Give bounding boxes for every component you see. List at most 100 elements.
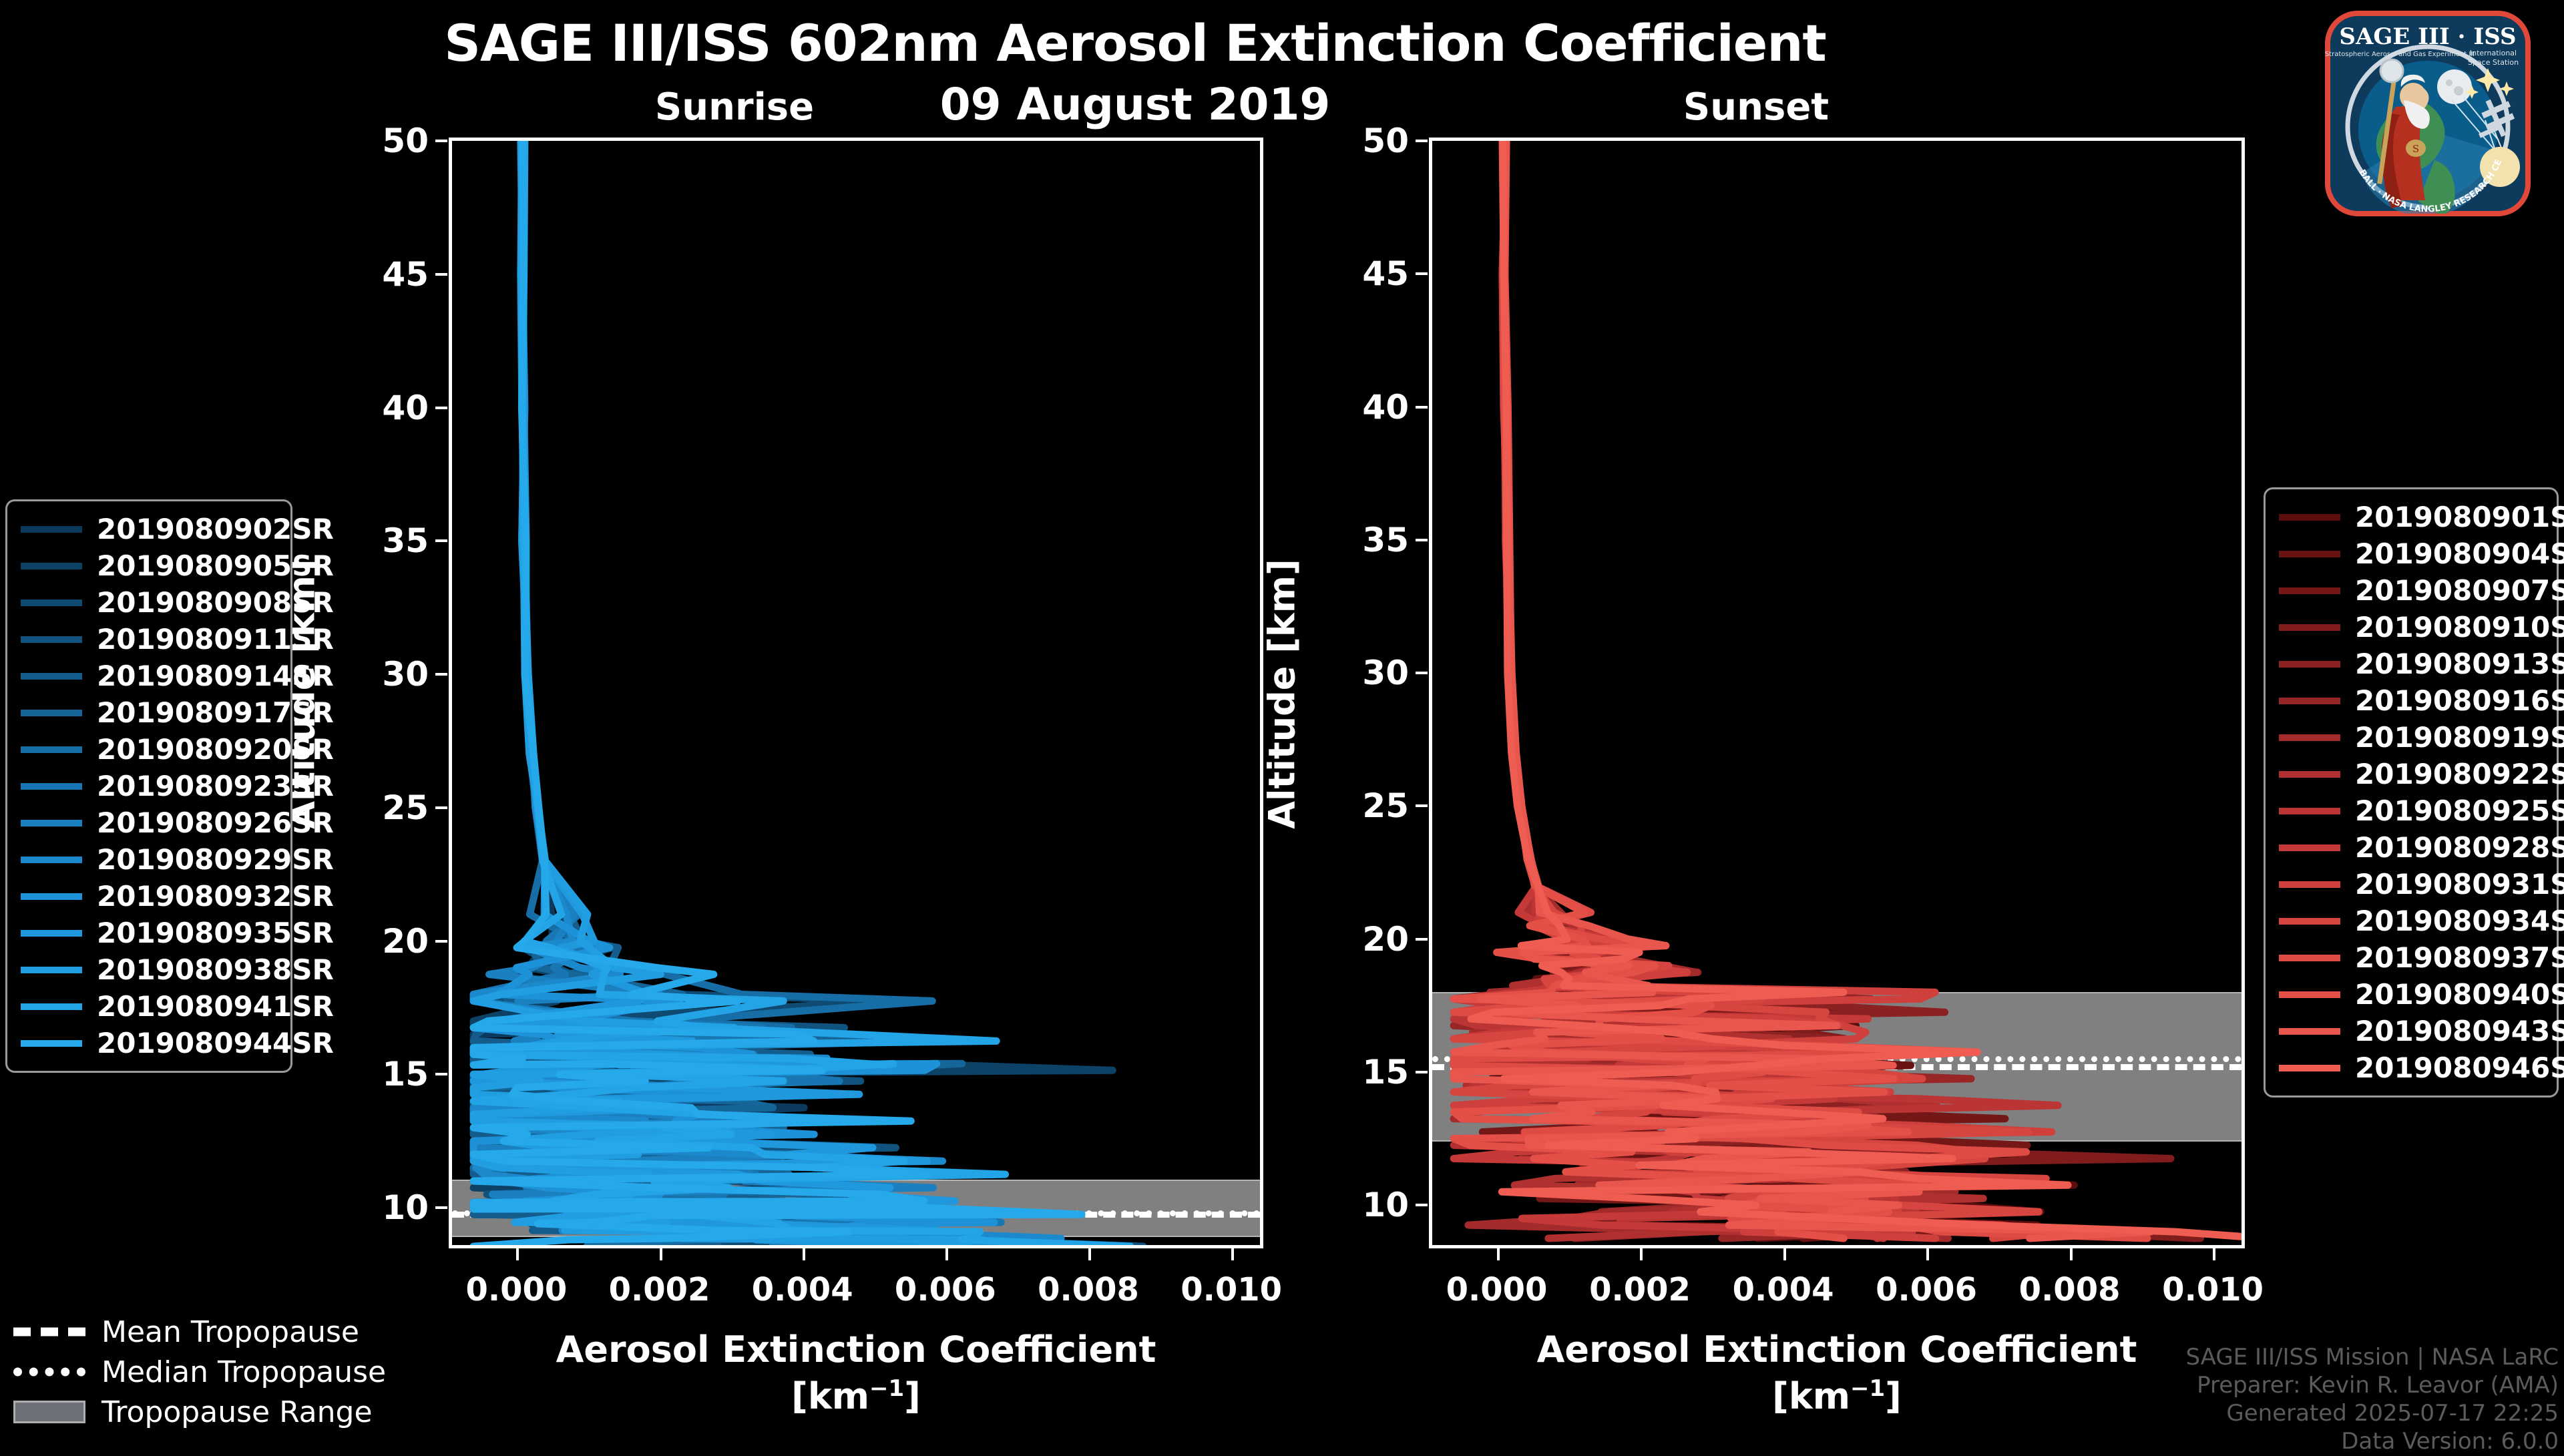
ytick-mark-left-30 — [435, 673, 447, 676]
legend-sunrise-item[interactable]: 2019080935SR — [21, 915, 334, 951]
ytick-label-right-40: 40 — [1362, 387, 1409, 427]
legend-sunrise-item[interactable]: 2019080908SR — [21, 584, 334, 621]
legend-sunset-item[interactable]: 2019080910SS — [2279, 609, 2564, 646]
legend-sunrise-item[interactable]: 2019080911SR — [21, 621, 334, 658]
ytick-label-left-20: 20 — [382, 921, 429, 961]
legend-sunset-label: 2019080922SS — [2355, 758, 2564, 790]
sunrise-plot-area[interactable] — [449, 138, 1263, 1248]
logo-subtitle-left: Stratospheric Aerosol and Gas Experiment… — [2325, 51, 2475, 58]
legend-sunset-swatch — [2279, 624, 2340, 631]
profile-curve — [469, 141, 1086, 1245]
legend-sunset-item[interactable]: 2019080907SS — [2279, 572, 2564, 609]
xtick-mark-right-2 — [1783, 1248, 1786, 1260]
legend-sunset-label: 2019080919SS — [2355, 721, 2564, 754]
legend-sunrise-label: 2019080908SR — [97, 586, 334, 619]
sage-iii-iss-logo-icon: S SAGE III · ISS Stratospheric Aerosol a… — [2318, 0, 2535, 220]
legend-sunrise-label: 2019080926SR — [97, 806, 334, 839]
dotted-line-icon — [13, 1363, 85, 1381]
legend-sunrise-item[interactable]: 2019080944SR — [21, 1025, 334, 1061]
legend-sunrise-item[interactable]: 2019080902SR — [21, 511, 334, 547]
legend-sunset-label: 2019080904SS — [2355, 537, 2564, 570]
ytick-label-right-35: 35 — [1362, 520, 1409, 559]
ytick-label-right-25: 25 — [1362, 786, 1409, 826]
ytick-mark-right-15 — [1416, 1070, 1428, 1073]
legend-sunrise-label: 2019080938SR — [97, 953, 334, 986]
xaxis-title-left: Aerosol Extinction Coefficient — [556, 1328, 1156, 1371]
legend-sunrise-label: 2019080911SR — [97, 623, 334, 656]
legend-sunrise-item[interactable]: 2019080923SR — [21, 768, 334, 804]
ytick-label-right-45: 45 — [1362, 254, 1409, 294]
legend-sunset-item[interactable]: 2019080916SS — [2279, 682, 2564, 719]
ytick-mark-left-35 — [435, 539, 447, 543]
xaxis-title-right: Aerosol Extinction Coefficient — [1536, 1328, 2137, 1371]
sunset-profile-curves — [1450, 141, 2241, 1242]
legend-sunset-item[interactable]: 2019080940SS — [2279, 976, 2564, 1013]
legend-sunrise-swatch — [21, 636, 82, 643]
profile-curve — [1467, 141, 2241, 1240]
legend-sunrise-swatch — [21, 782, 82, 790]
legend-sunrise-label: 2019080923SR — [97, 770, 334, 802]
legend-sunrise-item[interactable]: 2019080929SR — [21, 841, 334, 878]
credits-block: SAGE III/ISS Mission | NASA LaRC Prepare… — [2145, 1343, 2559, 1456]
legend-sunrise-label: 2019080914SR — [97, 660, 334, 692]
legend-sunset-item[interactable]: 2019080922SS — [2279, 756, 2564, 792]
legend-sunrise-item[interactable]: 2019080920SR — [21, 731, 334, 768]
legend-sunset-item[interactable]: 2019080946SS — [2279, 1049, 2564, 1086]
xtick-label-left-0: 0.000 — [465, 1271, 568, 1308]
legend-sunrise-swatch — [21, 599, 82, 606]
legend-sunset-swatch — [2279, 1027, 2340, 1035]
ytick-mark-left-15 — [435, 1073, 447, 1076]
legend-sunset-label: 2019080940SS — [2355, 978, 2564, 1011]
xtick-mark-right-5 — [2213, 1248, 2216, 1260]
legend-sunset-item[interactable]: 2019080901SS — [2279, 499, 2564, 535]
legend-sunrise[interactable]: 2019080902SR 2019080905SR 2019080908SR 2019… — [5, 499, 334, 1073]
legend-sunrise-swatch — [21, 709, 82, 716]
legend-sunset-item[interactable]: 2019080943SS — [2279, 1013, 2564, 1049]
legend-sunrise-swatch — [21, 562, 82, 569]
xtick-label-right-1: 0.002 — [1589, 1271, 1691, 1308]
xtick-label-right-0: 0.000 — [1446, 1271, 1548, 1308]
legend-sunset-swatch — [2279, 770, 2340, 778]
sunset-plot-inner — [1432, 141, 2241, 1245]
legend-sunrise-label: 2019080929SR — [97, 843, 334, 876]
legend-sunset-label: 2019080907SS — [2355, 574, 2564, 607]
dashed-line-icon — [13, 1323, 85, 1341]
legend-sunrise-item[interactable]: 2019080917SR — [21, 694, 334, 731]
ytick-mark-right-40 — [1416, 405, 1428, 409]
legend-sunset-swatch — [2279, 550, 2340, 557]
xtick-label-right-4: 0.008 — [2018, 1271, 2121, 1308]
ytick-mark-right-20 — [1416, 937, 1428, 941]
legend-sunrise-swatch — [21, 1039, 82, 1047]
legend-sunset-item[interactable]: 2019080919SS — [2279, 719, 2564, 756]
legend-sunrise-item[interactable]: 2019080938SR — [21, 951, 334, 988]
legend-sunset-item[interactable]: 2019080937SS — [2279, 939, 2564, 976]
key-label-range: Tropopause Range — [101, 1395, 373, 1429]
legend-sunset[interactable]: 2019080901SS 2019080904SS 2019080907SS 2019… — [2264, 487, 2564, 1098]
legend-sunset-item[interactable]: 2019080925SS — [2279, 792, 2564, 829]
legend-sunrise-item[interactable]: 2019080914SR — [21, 658, 334, 694]
legend-sunset-item[interactable]: 2019080928SS — [2279, 829, 2564, 866]
page-title: SAGE III/ISS 602nm Aerosol Extinction Co… — [444, 13, 1827, 73]
xtick-mark-left-0 — [516, 1248, 519, 1260]
legend-sunrise-item[interactable]: 2019080926SR — [21, 804, 334, 841]
legend-sunrise-item[interactable]: 2019080941SR — [21, 988, 334, 1025]
ytick-label-left-35: 35 — [382, 521, 429, 561]
legend-sunrise-item[interactable]: 2019080905SR — [21, 547, 334, 584]
xtick-mark-left-3 — [945, 1248, 948, 1260]
legend-sunset-item[interactable]: 2019080931SS — [2279, 866, 2564, 903]
credits-line-preparer: Preparer: Kevin R. Leavor (AMA) — [2197, 1372, 2559, 1399]
sunset-plot-area[interactable] — [1429, 138, 2245, 1248]
ytick-mark-right-35 — [1416, 538, 1428, 541]
legend-sunrise-label: 2019080917SR — [97, 696, 334, 729]
legend-sunset-label: 2019080901SS — [2355, 501, 2564, 533]
legend-sunrise-item[interactable]: 2019080932SR — [21, 878, 334, 915]
ytick-mark-right-10 — [1416, 1204, 1428, 1207]
legend-sunset-item[interactable]: 2019080934SS — [2279, 903, 2564, 939]
legend-sunset-label: 2019080928SS — [2355, 831, 2564, 864]
legend-sunset-label: 2019080916SS — [2355, 684, 2564, 717]
legend-sunset-item[interactable]: 2019080904SS — [2279, 535, 2564, 572]
credits-line-generated: Generated 2025-07-17 22:25 — [2226, 1400, 2559, 1427]
legend-sunset-swatch — [2279, 513, 2340, 521]
legend-sunrise-swatch — [21, 1003, 82, 1010]
legend-sunset-item[interactable]: 2019080913SS — [2279, 646, 2564, 682]
